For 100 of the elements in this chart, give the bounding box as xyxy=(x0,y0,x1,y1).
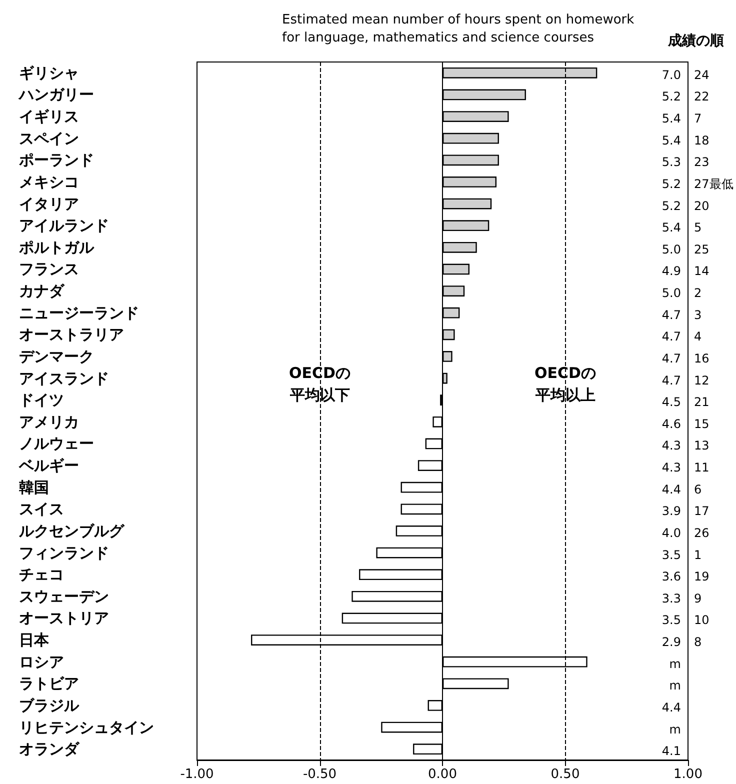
annotation: 5.0 xyxy=(662,242,681,256)
y-tick-label: ポルトガル xyxy=(18,238,95,256)
annotation: 5.4 xyxy=(662,220,681,235)
annotation: 3.6 xyxy=(662,570,681,584)
annotation: 3.9 xyxy=(662,504,681,518)
text: 8 xyxy=(694,635,702,650)
annotation: 4.7 xyxy=(662,308,681,322)
y-tick-label: アメリカ xyxy=(19,412,79,431)
y-tick-label: 韓国 xyxy=(19,478,49,496)
text: 17 xyxy=(694,504,710,518)
text: 5 xyxy=(694,220,702,235)
annotation: m xyxy=(669,722,681,736)
y-tick-label: スウェーデン xyxy=(19,587,109,606)
text: 16 xyxy=(694,351,710,366)
text: 15 xyxy=(694,416,710,431)
text: 14 xyxy=(694,264,710,278)
annotation: 4.6 xyxy=(662,416,681,431)
y-tick-label: フランス xyxy=(19,260,79,278)
annotation: 4.1 xyxy=(662,744,681,758)
annotation: 4.3 xyxy=(662,460,681,475)
annotation: 4.7 xyxy=(662,330,681,344)
text: 21 xyxy=(694,395,710,410)
text: 26 xyxy=(694,526,710,540)
y-tick-label: オーストラリア xyxy=(19,326,124,344)
y-tick-label: ルクセンブルグ xyxy=(18,522,125,540)
text: 12 xyxy=(694,373,710,388)
text: 成績の順 xyxy=(667,33,724,49)
text: 25 xyxy=(694,242,710,256)
x-tick-label: -0.50 xyxy=(302,767,337,782)
annotation: m xyxy=(669,656,681,671)
y-tick-label: ベルギー xyxy=(18,456,79,475)
annotation: 5.4 xyxy=(662,133,681,148)
annotation: m xyxy=(669,678,681,693)
chart-title: Estimated mean number of hours spent on homework for language, mathematics and science courses xyxy=(282,12,635,46)
annotation: 3.5 xyxy=(662,613,681,628)
text: 24 xyxy=(694,68,710,82)
y-tick-label: チェコ xyxy=(19,566,64,584)
text: 7 xyxy=(694,112,702,126)
y-tick-label: イタリア xyxy=(19,194,79,213)
y-tick-label: アイルランド xyxy=(19,216,109,235)
y-tick-label: アイスランド xyxy=(19,369,109,388)
text: 23 xyxy=(694,155,710,170)
text: 22 xyxy=(694,90,710,104)
annotation: 5.2 xyxy=(662,198,681,213)
annotation: 4.4 xyxy=(662,482,681,496)
text: 2 xyxy=(694,286,702,300)
text: 18 xyxy=(694,133,710,148)
y-tick-label: デンマーク xyxy=(19,347,94,366)
annotation: 4.9 xyxy=(662,264,681,278)
y-tick-label: リヒテンシュタイン xyxy=(19,718,154,736)
annotation: 5.2 xyxy=(662,90,681,104)
text: 13 xyxy=(694,438,710,453)
y-tick-label: ノルウェー xyxy=(19,434,94,453)
annotation: 4.5 xyxy=(662,395,681,410)
annotation: 7.0 xyxy=(662,68,681,82)
y-tick-label: フィンランド xyxy=(19,544,109,562)
y-tick-label: ギリシャ xyxy=(19,64,79,82)
y-tick-label: オーストリア xyxy=(19,609,109,628)
ref-line-label: OECDの平均以下 xyxy=(288,364,350,404)
annotation: 4.3 xyxy=(662,438,681,453)
text: 11 xyxy=(694,460,710,475)
y-tick-label: スペイン xyxy=(19,129,79,148)
annotation: 2.9 xyxy=(662,635,681,650)
annotation: 5.0 xyxy=(662,286,681,300)
annotation: 5.4 xyxy=(662,112,681,126)
annotation: 4.7 xyxy=(662,373,681,388)
x-tick-label: 1.00 xyxy=(674,767,702,782)
annotation: 3.5 xyxy=(662,548,681,562)
x-tick-label: -1.00 xyxy=(180,767,214,782)
y-tick-label: ロシア xyxy=(19,652,64,671)
text: 6 xyxy=(694,482,702,496)
text: 3 xyxy=(694,308,702,322)
y-tick-label: イギリス xyxy=(19,108,79,126)
y-tick-label: ブラジル xyxy=(19,696,80,714)
annotation: 5.3 xyxy=(662,155,681,170)
x-tick-label: 0.00 xyxy=(428,767,457,782)
y-tick-label: ポーランド xyxy=(18,151,94,170)
y-tick-label: メキシコ xyxy=(19,172,79,191)
ref-line-label: OECDの平均以上 xyxy=(534,364,596,404)
y-tick-label: 日本 xyxy=(19,631,50,650)
x-tick-label: 0.50 xyxy=(550,767,580,782)
text: 4 xyxy=(694,330,702,344)
y-tick-label: ラトビア xyxy=(19,674,79,693)
y-tick-label: ドイツ xyxy=(19,391,64,410)
annotation: 4.0 xyxy=(662,526,681,540)
y-tick-label: ニュージーランド xyxy=(19,304,139,322)
y-tick-label: オランダ xyxy=(19,740,80,758)
annotation: 4.7 xyxy=(662,351,681,366)
annotation: 3.3 xyxy=(662,591,681,606)
text: 20 xyxy=(694,198,710,213)
text: 1 xyxy=(694,548,702,562)
y-tick-label: スイス xyxy=(19,500,64,518)
text: 10 xyxy=(694,613,710,628)
y-tick-label: カナダ xyxy=(19,282,65,300)
text: 19 xyxy=(694,570,710,584)
y-tick-label: ハンガリー xyxy=(18,86,94,104)
annotation: 5.2 xyxy=(662,176,681,191)
text: 9 xyxy=(694,591,702,606)
text: 27最低 xyxy=(694,176,734,191)
annotation: 4.4 xyxy=(662,700,681,714)
